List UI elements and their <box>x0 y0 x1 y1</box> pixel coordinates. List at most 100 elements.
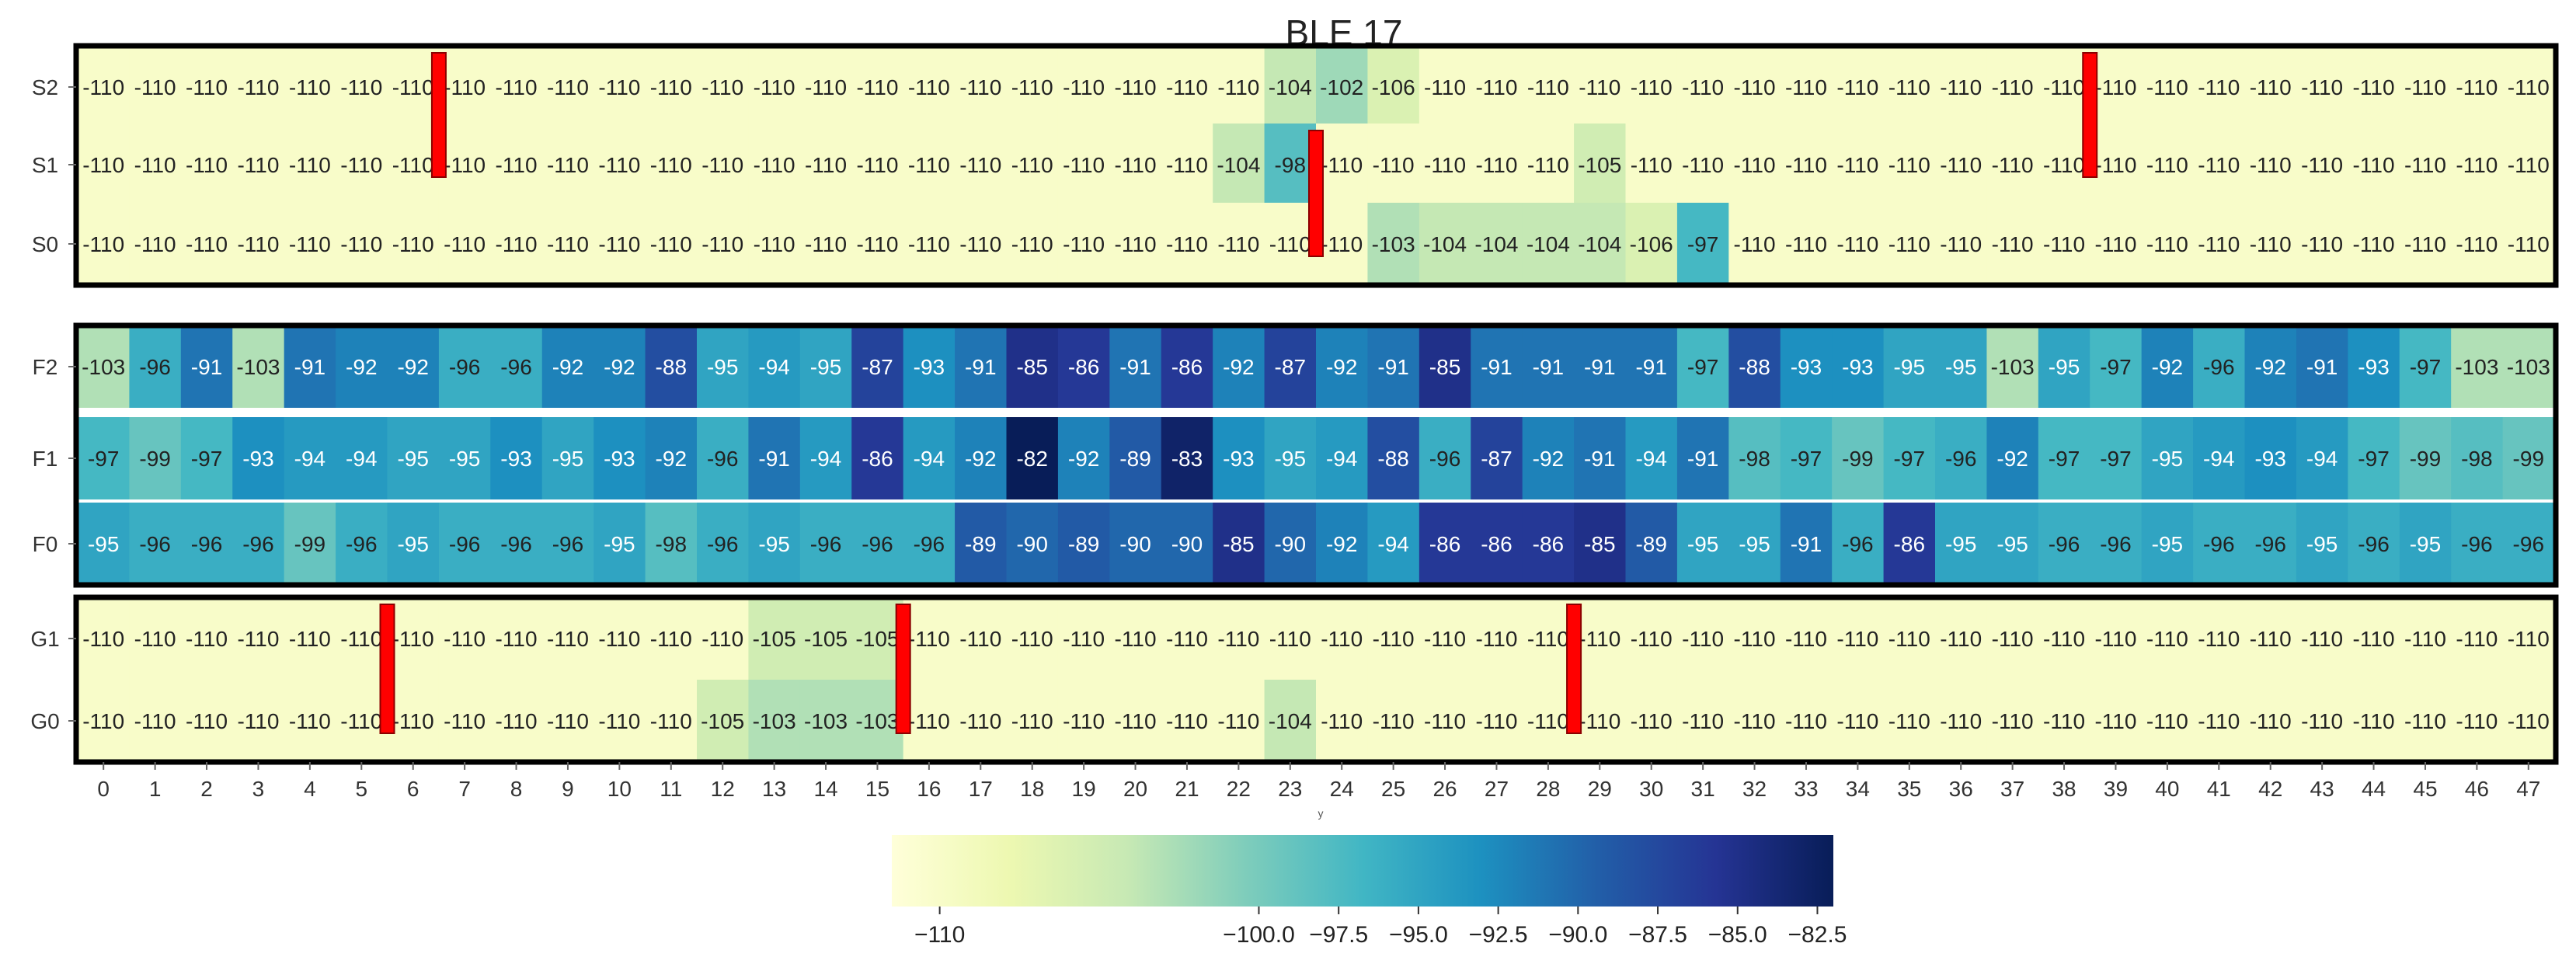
heatmap-cell <box>387 597 440 680</box>
heatmap-cell <box>2399 325 2452 408</box>
heatmap-cell <box>2193 124 2246 206</box>
cell-value-label: -110 <box>2094 75 2136 99</box>
heatmap-cell <box>2296 46 2348 128</box>
cell-value-label: -110 <box>2043 709 2085 733</box>
heatmap-cell <box>1213 203 1265 285</box>
x-tick-label: 16 <box>917 777 941 801</box>
colorbar-gradient <box>892 835 1833 907</box>
cell-value-label: -110 <box>2043 627 2085 651</box>
cell-value-label: -110 <box>392 75 434 99</box>
heatmap-cell <box>1006 680 1059 762</box>
cell-value-label: -97 <box>2358 447 2389 471</box>
heatmap-cell <box>1883 680 1936 762</box>
heatmap-cell <box>851 417 904 499</box>
cell-value-label: -94 <box>2306 447 2338 471</box>
cell-value-label: -110 <box>1527 627 1569 651</box>
colorbar: −110 −100.0 −97.5 −95.0 −92.5 −90.0 −87.5 −85.0… <box>892 835 1847 948</box>
cell-value-label: -86 <box>1894 532 1925 556</box>
cell-value-label: -99 <box>139 447 170 471</box>
heatmap-cell <box>1522 680 1575 762</box>
cell-value-label: -94 <box>1635 447 1666 471</box>
cell-value-label: -91 <box>1377 355 1408 379</box>
cell-value-label: -110 <box>1682 627 1724 651</box>
heatmap-cell <box>438 417 491 499</box>
heatmap-cell <box>490 325 543 408</box>
cell-value-label: -110 <box>1888 153 1930 177</box>
heatmap-cell <box>438 597 491 680</box>
red-marker <box>1308 130 1324 257</box>
row-label: G1 <box>30 627 59 651</box>
heatmap-cell <box>1625 325 1678 408</box>
cell-value-label: -110 <box>2250 232 2292 256</box>
heatmap-cell <box>1728 503 1781 585</box>
heatmap-cell <box>284 124 336 206</box>
heatmap-cell <box>1471 680 1523 762</box>
cell-value-label: -95 <box>2152 532 2183 556</box>
x-tick-label: 8 <box>510 777 523 801</box>
heatmap-cell <box>1367 597 1420 680</box>
heatmap-cell <box>1935 325 1988 408</box>
cell-value-label: -96 <box>500 355 531 379</box>
cell-value-label: -94 <box>294 447 325 471</box>
heatmap-cell <box>78 680 131 762</box>
heatmap-cell <box>336 325 388 408</box>
heatmap-cell <box>748 417 801 499</box>
x-tick-label: 27 <box>1485 777 1509 801</box>
cell-value-label: -110 <box>2250 709 2292 733</box>
cell-value-label: -91 <box>294 355 325 379</box>
cell-value-label: -110 <box>82 232 124 256</box>
cell-value-label: -93 <box>914 355 945 379</box>
heatmap-cell <box>903 680 956 762</box>
heatmap-cell <box>1728 680 1781 762</box>
cell-value-label: -110 <box>2250 75 2292 99</box>
heatmap-cell <box>541 503 594 585</box>
cell-value-label: -110 <box>237 75 279 99</box>
x-tick-label: 46 <box>2465 777 2489 801</box>
cell-value-label: -110 <box>2508 75 2550 99</box>
cell-value-label: -110 <box>1836 153 1878 177</box>
heatmap-cell <box>1883 203 1936 285</box>
heatmap-cell <box>1935 46 1988 128</box>
heatmap-cell <box>1109 203 1162 285</box>
heatmap-cell <box>1109 680 1162 762</box>
cell-value-label: -110 <box>2094 153 2136 177</box>
cell-value-label: -110 <box>82 153 124 177</box>
heatmap-cell <box>284 503 336 585</box>
heatmap-cell <box>1316 417 1369 499</box>
x-tick-label: 25 <box>1381 777 1405 801</box>
x-tick-label: 24 <box>1330 777 1354 801</box>
heatmap-cell <box>1676 325 1729 408</box>
heatmap-cell <box>1316 597 1369 680</box>
cell-value-label: -110 <box>289 627 331 651</box>
heatmap-cell <box>1935 503 1988 585</box>
heatmap-cell <box>1264 503 1317 585</box>
heatmap-cell <box>78 124 131 206</box>
cell-value-label: -110 <box>547 153 589 177</box>
heatmap-cell <box>1057 124 1110 206</box>
heatmap-cell <box>1986 503 2039 585</box>
heatmap-cell <box>903 203 956 285</box>
x-tick-label: 21 <box>1175 777 1199 801</box>
heatmap-cell <box>851 503 904 585</box>
heatmap-cell <box>1625 680 1678 762</box>
heatmap-cell <box>1986 597 2039 680</box>
x-tick-label: 2 <box>200 777 213 801</box>
heatmap-cell <box>955 680 1008 762</box>
heatmap-cell <box>1522 417 1575 499</box>
x-tick-label: 45 <box>2413 777 2437 801</box>
heatmap-cell <box>1832 597 1885 680</box>
heatmap-cell <box>541 203 594 285</box>
cell-value-label: -95 <box>2410 532 2441 556</box>
cell-value-label: -103 <box>1372 232 1415 256</box>
heatmap-cell <box>1367 680 1420 762</box>
cell-value-label: -110 <box>444 627 486 651</box>
cell-value-label: -95 <box>397 532 428 556</box>
cell-value-label: -91 <box>2306 355 2338 379</box>
cell-value-label: -94 <box>758 355 789 379</box>
colorbar-tick-label: −100.0 <box>1223 922 1295 948</box>
heatmap-cell <box>2141 597 2194 680</box>
cell-value-label: -99 <box>2513 447 2544 471</box>
cell-value-label: -110 <box>2404 75 2446 99</box>
heatmap-cell <box>541 46 594 128</box>
heatmap-cell <box>2244 680 2297 762</box>
